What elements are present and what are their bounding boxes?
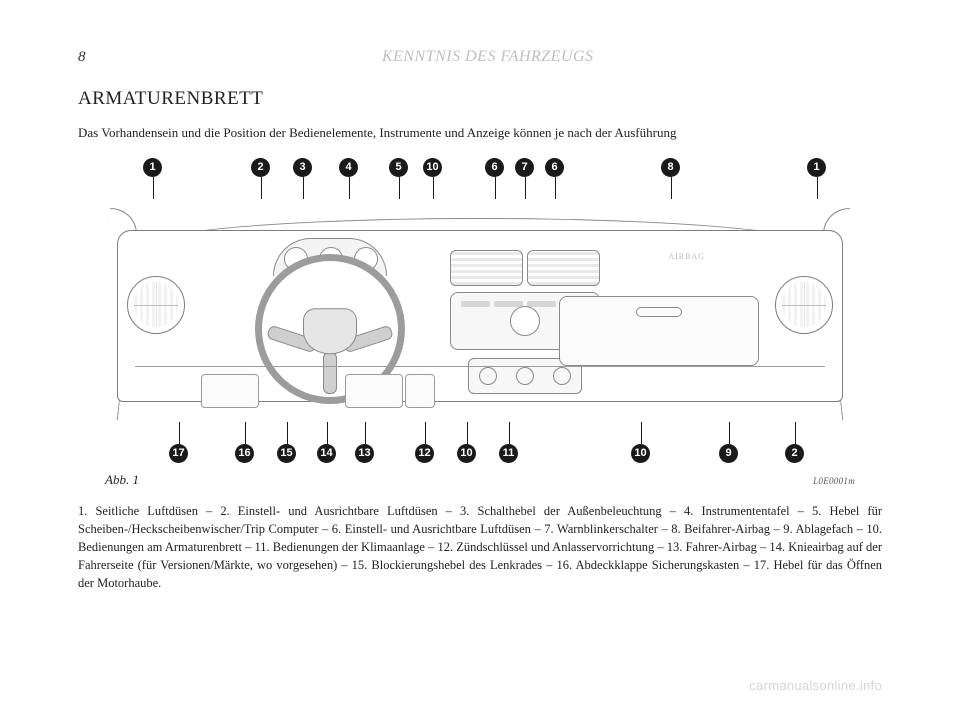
- dashboard-figure: AIRBAG 12345106768117161514131210111092: [105, 156, 855, 466]
- callout-badge: 2: [251, 158, 270, 177]
- leader-line: [365, 422, 366, 444]
- leader-line: [509, 422, 510, 444]
- callout-badge: 12: [415, 444, 434, 463]
- dashboard-drawing: AIRBAG: [105, 190, 855, 432]
- section-title: KENNTNIS DES FAHRZEUGS: [94, 48, 883, 66]
- callout-badge: 10: [457, 444, 476, 463]
- callout-badge: 17: [169, 444, 188, 463]
- leader-line: [525, 177, 526, 199]
- figure-caption-row: Abb. 1 L0E0001m: [105, 472, 855, 488]
- heading: ARMATURENBRETT: [78, 88, 882, 110]
- glovebox-handle: [636, 307, 682, 317]
- center-vents: [450, 250, 600, 286]
- callout-badge: 3: [293, 158, 312, 177]
- callout-badge: 1: [807, 158, 826, 177]
- callout-badge: 7: [515, 158, 534, 177]
- leader-line: [495, 177, 496, 199]
- page-header: 8 KENNTNIS DES FAHRZEUGS: [78, 48, 882, 66]
- leader-line: [153, 177, 154, 199]
- lower-panel: [345, 374, 403, 408]
- figure-wrap: AIRBAG 12345106768117161514131210111092: [78, 156, 882, 466]
- leader-line: [817, 177, 818, 199]
- watermark: carmanualsonline.info: [749, 678, 882, 693]
- callout-badge: 15: [277, 444, 296, 463]
- callout-badge: 14: [317, 444, 336, 463]
- side-vent-right: [775, 276, 833, 334]
- page-number: 8: [78, 49, 86, 66]
- callout-badge: 13: [355, 444, 374, 463]
- legend-text: 1. Seitliche Luftdüsen – 2. Einstell- un…: [78, 502, 882, 593]
- lower-panel: [405, 374, 435, 408]
- leader-line: [433, 177, 434, 199]
- callout-badge: 10: [423, 158, 442, 177]
- leader-line: [555, 177, 556, 199]
- leader-line: [425, 422, 426, 444]
- figure-code: L0E0001m: [813, 476, 855, 486]
- side-vent-left: [127, 276, 185, 334]
- leader-line: [327, 422, 328, 444]
- callout-badge: 6: [545, 158, 564, 177]
- leader-line: [349, 177, 350, 199]
- leader-line: [641, 422, 642, 444]
- callout-badge: 5: [389, 158, 408, 177]
- leader-line: [399, 177, 400, 199]
- manual-page: 8 KENNTNIS DES FAHRZEUGS ARMATURENBRETT …: [0, 0, 960, 709]
- leader-line: [287, 422, 288, 444]
- airbag-label: AIRBAG: [668, 252, 705, 261]
- callout-badge: 9: [719, 444, 738, 463]
- lower-panel: [201, 374, 259, 408]
- callout-badge: 6: [485, 158, 504, 177]
- leader-line: [261, 177, 262, 199]
- callout-badge: 2: [785, 444, 804, 463]
- leader-line: [179, 422, 180, 444]
- callout-badge: 4: [339, 158, 358, 177]
- leader-line: [245, 422, 246, 444]
- callout-badge: 16: [235, 444, 254, 463]
- callout-badge: 8: [661, 158, 680, 177]
- callout-badge: 1: [143, 158, 162, 177]
- leader-line: [729, 422, 730, 444]
- callout-badge: 11: [499, 444, 518, 463]
- intro-text: Das Vorhandensein und die Position der B…: [78, 124, 882, 142]
- glovebox: [559, 296, 759, 366]
- leader-line: [795, 422, 796, 444]
- leader-line: [671, 177, 672, 199]
- leader-line: [303, 177, 304, 199]
- callout-badge: 10: [631, 444, 650, 463]
- leader-line: [467, 422, 468, 444]
- figure-caption: Abb. 1: [105, 472, 139, 488]
